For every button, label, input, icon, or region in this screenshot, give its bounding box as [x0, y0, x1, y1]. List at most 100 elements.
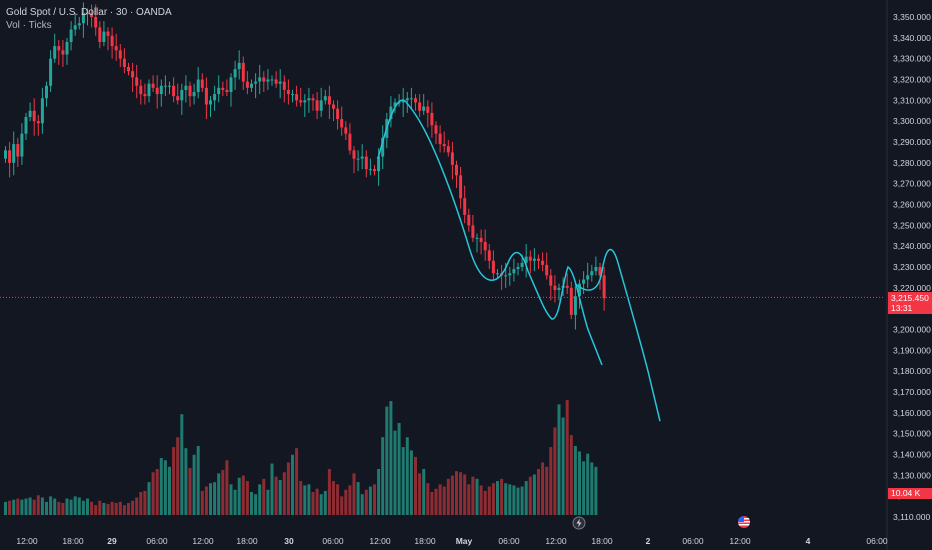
volume-bar [266, 489, 270, 515]
candle-body [139, 85, 143, 95]
time-tick-label: 12:00 [16, 536, 38, 546]
volume-bar [438, 484, 442, 515]
volume-bar [352, 473, 356, 515]
volume-bar [45, 501, 48, 515]
candle-body [307, 98, 311, 101]
candle-body [286, 89, 290, 95]
volume-bar [69, 499, 73, 515]
volume-bar [594, 466, 598, 515]
volume-bar [537, 469, 540, 515]
volume-bar [98, 500, 102, 515]
price-tick-label: 3,140.000 [893, 450, 931, 460]
candle-body [573, 296, 577, 315]
volume-bar [422, 469, 426, 515]
volume-bar [483, 490, 487, 515]
volume-bar [200, 490, 204, 515]
candle-body [254, 81, 258, 84]
time-tick-label: 18:00 [236, 536, 258, 546]
candle-body [565, 285, 569, 288]
volume-bar [373, 484, 376, 515]
volume-bars [4, 400, 598, 515]
candle-body [188, 85, 192, 97]
volume-bar [397, 423, 401, 515]
price-tick-label: 3,300.000 [893, 116, 931, 126]
volume-bar [209, 483, 212, 515]
candle-body [569, 287, 573, 315]
volume-bar [463, 474, 467, 515]
candle-body [184, 85, 188, 90]
volume-bar [32, 499, 36, 515]
candle-body [209, 100, 212, 105]
volume-bar [40, 497, 44, 515]
volume-bar [385, 406, 389, 515]
candle-body [81, 12, 85, 24]
candle-body [438, 133, 442, 145]
price-axis[interactable]: 3,110.0003,120.0003,130.0003,140.0003,15… [893, 12, 931, 522]
candle-body [213, 94, 217, 101]
candle-body [364, 156, 368, 170]
candle-body [32, 110, 36, 122]
candle-body [336, 108, 340, 120]
volume-bar [442, 486, 446, 515]
candle-body [303, 100, 307, 103]
volume-bar [147, 482, 151, 515]
volume-bar [409, 450, 413, 515]
price-tick-label: 3,180.000 [893, 366, 931, 376]
volume-bar [155, 469, 159, 515]
candle-body [401, 100, 405, 103]
volume-bar [475, 478, 479, 515]
volume-bar [557, 404, 561, 515]
candle-body [45, 85, 48, 99]
volume-bar [389, 401, 393, 515]
candlesticks [4, 2, 606, 330]
volume-bar [192, 454, 196, 515]
volume-bar [106, 504, 110, 515]
us-flag-icon[interactable] [737, 515, 751, 529]
candle-body [40, 98, 44, 124]
volume-bar [110, 501, 114, 515]
candle-body [360, 156, 364, 159]
volume-bar [36, 495, 40, 515]
volume-bar [504, 483, 508, 515]
candle-body [77, 23, 81, 26]
volume-bar [57, 501, 61, 515]
volume-bar [532, 474, 536, 515]
volume-bar [491, 483, 495, 515]
volume-bar [225, 460, 229, 515]
candle-body [590, 271, 594, 276]
volume-bar [524, 481, 528, 515]
volume-bar [393, 430, 397, 515]
volume-bar [163, 460, 167, 515]
volume-bar [528, 476, 532, 515]
time-axis[interactable]: 12:00 18:00 29 06:00 12:00 18:00 30 06:00 12:00 1… [16, 536, 888, 546]
candle-body [90, 12, 94, 17]
candle-body [221, 87, 225, 90]
candle-body [49, 58, 53, 86]
volume-bar [377, 469, 381, 515]
volume-bar [582, 461, 586, 515]
volume-bar [418, 473, 422, 515]
candle-body [586, 275, 590, 280]
volume-bar [241, 475, 245, 515]
time-tick-label: 30 [284, 536, 294, 546]
candle-body [479, 237, 483, 242]
candle-body [217, 87, 221, 95]
volume-bar [360, 494, 364, 515]
volume-bar [336, 484, 340, 515]
symbol-title[interactable]: Gold Spot / U.S. Dollar · 30 · OANDA [6, 7, 172, 18]
candle-body [291, 94, 294, 96]
volume-bar [307, 484, 311, 515]
volume-bar [213, 482, 217, 515]
candle-body [86, 12, 89, 14]
price-tick-label: 3,130.000 [893, 470, 931, 480]
price-tick-label: 3,340.000 [893, 33, 931, 43]
volume-bar [520, 486, 524, 515]
volume-indicator-title[interactable]: Vol · Ticks [6, 20, 52, 31]
volume-bar [569, 435, 573, 515]
candle-body [102, 31, 106, 42]
candle-body [541, 260, 545, 265]
candle-body [94, 17, 98, 28]
price-tick-label: 3,150.000 [893, 429, 931, 439]
lightning-icon[interactable] [572, 516, 586, 530]
